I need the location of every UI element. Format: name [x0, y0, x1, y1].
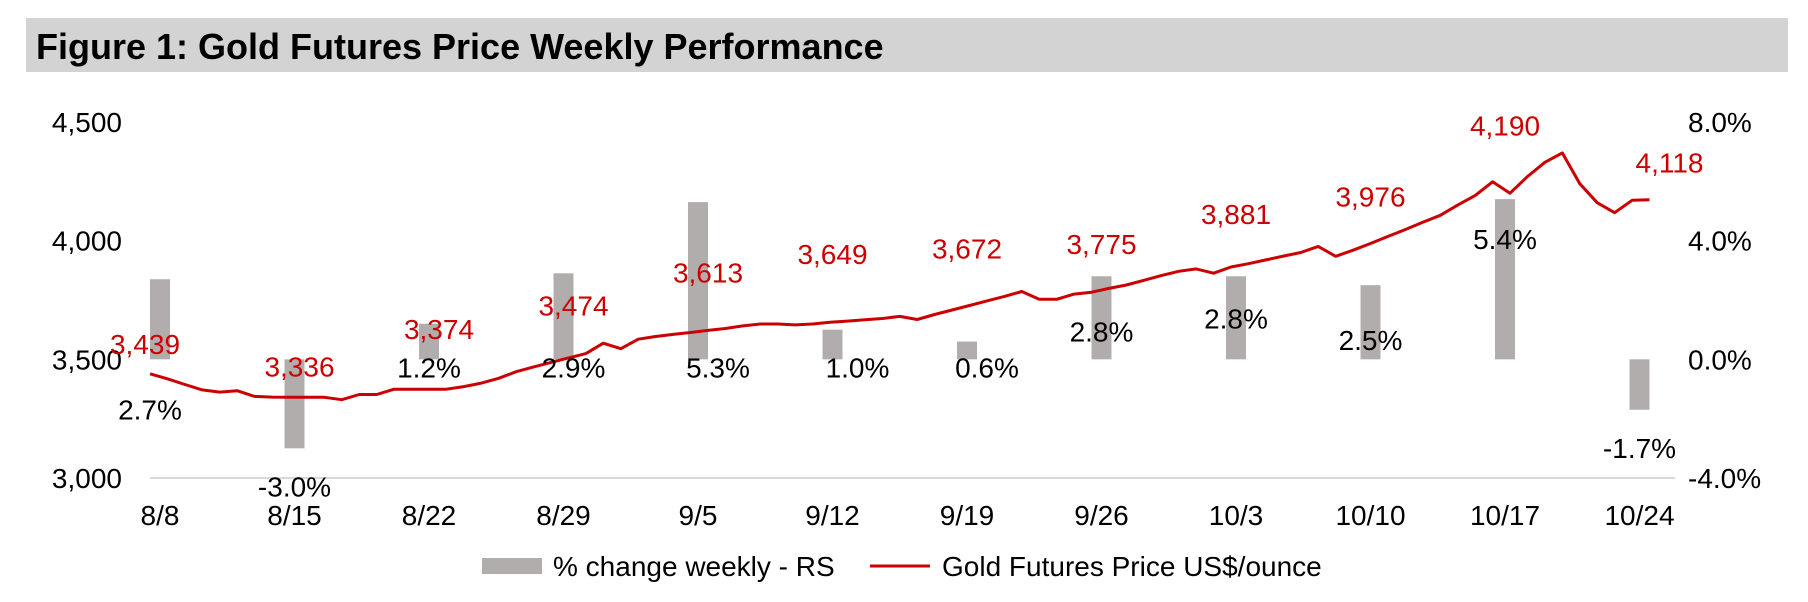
pct-data-label: 2.7% [118, 394, 182, 425]
pct-data-label: -3.0% [258, 471, 331, 502]
price-data-label: 3,649 [797, 239, 867, 270]
legend: % change weekly - RS Gold Futures Price U… [482, 551, 1322, 582]
price-data-label: 3,672 [932, 234, 1002, 265]
x-axis-tick-label: 8/29 [536, 500, 591, 531]
x-axis-tick-label: 10/10 [1335, 500, 1405, 531]
right-axis-tick-label: -4.0% [1688, 463, 1761, 494]
bar-pct-change [957, 341, 977, 360]
x-axis-tick-label: 8/15 [267, 500, 322, 531]
price-data-label: 3,474 [538, 291, 608, 322]
x-axis-tick-label: 10/17 [1470, 500, 1540, 531]
x-axis-tick-label: 9/12 [805, 500, 860, 531]
x-axis-tick-label: 10/24 [1604, 500, 1674, 531]
axes: 3,000 3,500 4,000 4,500 -4.0% 0.0% 4.0% 8.0% 8/8… [52, 107, 1761, 531]
x-axis-tick-label: 9/26 [1074, 500, 1129, 531]
pct-data-label: 2.9% [542, 352, 606, 383]
bar-pct-change [1495, 199, 1515, 360]
pct-data-label: -1.7% [1603, 433, 1676, 464]
bar-pct-change [284, 359, 305, 449]
price-data-label: 3,775 [1066, 229, 1136, 260]
price-data-label: 3,439 [110, 329, 180, 360]
pct-data-label: 0.6% [955, 352, 1019, 383]
title-bar: Figure 1: Gold Futures Price Weekly Perf… [26, 18, 1788, 72]
data-labels: 3,439 3,336 3,374 3,474 3,613 3,649 3,672 3,775… [110, 111, 1704, 503]
bar-pct-change [1629, 359, 1650, 410]
x-axis-tick-label: 9/5 [679, 500, 718, 531]
legend-label-line: Gold Futures Price US$/ounce [942, 551, 1322, 582]
left-axis-tick-label: 4,500 [52, 107, 122, 138]
bar-pct-change [553, 273, 574, 360]
x-axis-tick-label: 8/8 [141, 500, 180, 531]
bar-pct-change [1226, 276, 1246, 360]
left-axis-tick-label: 3,000 [52, 463, 122, 494]
pct-data-label: 2.8% [1204, 303, 1268, 334]
chart-title: Figure 1: Gold Futures Price Weekly Perf… [36, 26, 884, 67]
price-data-label: 4,118 [1636, 148, 1704, 179]
price-data-label: 3,613 [673, 258, 743, 289]
price-data-label: 3,374 [404, 314, 474, 345]
left-axis-tick-label: 3,500 [52, 344, 122, 375]
bar-pct-change [150, 279, 170, 360]
legend-label-bar: % change weekly - RS [553, 551, 835, 582]
price-data-label: 3,881 [1201, 199, 1271, 230]
legend-swatch-bar [482, 558, 542, 574]
pct-data-label: 2.8% [1070, 316, 1134, 347]
bar-pct-change [822, 329, 843, 360]
left-axis-tick-label: 4,000 [52, 226, 122, 257]
price-data-label: 4,190 [1470, 111, 1540, 142]
pct-data-label: 2.5% [1339, 325, 1403, 356]
bar-pct-change [688, 202, 708, 360]
bar-pct-change [419, 323, 439, 360]
right-axis-tick-label: 8.0% [1688, 107, 1752, 138]
bar-pct-change [1091, 276, 1112, 360]
pct-data-label: 5.3% [686, 352, 750, 383]
right-axis-tick-label: 4.0% [1688, 226, 1752, 257]
gold-price-line [149, 151, 1650, 402]
x-axis-tick-label: 10/3 [1209, 500, 1264, 531]
bar-series [150, 199, 1650, 449]
price-data-label: 3,976 [1335, 181, 1405, 212]
line-series [149, 151, 1650, 402]
x-axis-tick-label: 9/19 [940, 500, 995, 531]
x-axis-tick-label: 8/22 [402, 500, 457, 531]
price-data-label: 3,336 [264, 351, 334, 382]
bar-pct-change [1360, 285, 1381, 360]
pct-data-label: 5.4% [1473, 224, 1537, 255]
right-axis-tick-label: 0.0% [1688, 344, 1752, 375]
pct-data-label: 1.0% [826, 352, 890, 383]
pct-data-label: 1.2% [397, 352, 461, 383]
